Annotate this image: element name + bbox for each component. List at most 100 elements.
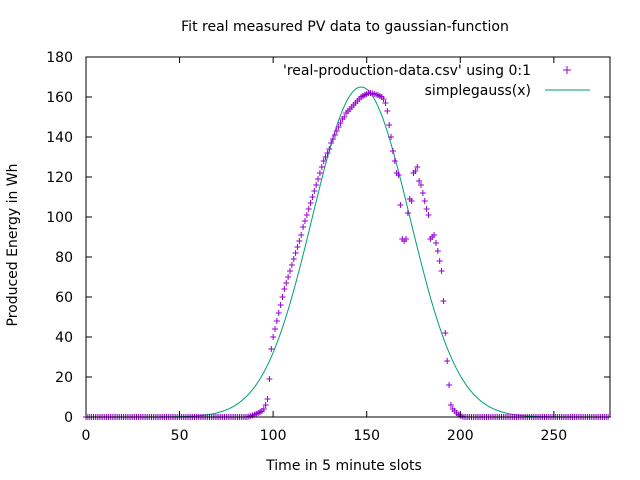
plot-frame [85, 56, 611, 418]
data-point [431, 232, 438, 238]
data-point [414, 164, 421, 170]
data-point [303, 212, 310, 218]
y-tick-label: 120 [46, 170, 73, 186]
data-point [264, 396, 271, 402]
data-point [438, 268, 445, 274]
data-point [434, 248, 441, 254]
data-point [313, 182, 320, 188]
data-point [446, 382, 453, 388]
data-point [335, 124, 342, 130]
data-point [262, 402, 269, 408]
data-point [417, 182, 424, 188]
x-tick-label: 200 [447, 428, 474, 444]
data-point [288, 262, 295, 268]
data-point [408, 198, 415, 204]
data-point [283, 280, 290, 286]
data-point [444, 358, 451, 364]
data-point [294, 244, 301, 250]
y-axis: 0 20 40 60 80 100 120 140 160 180 [46, 50, 610, 426]
data-point [268, 346, 275, 352]
data-point [440, 298, 447, 304]
data-point [416, 178, 423, 184]
data-point [290, 256, 297, 262]
data-point [419, 190, 426, 196]
data-point [425, 212, 432, 218]
x-tick-label: 50 [171, 428, 189, 444]
data-point [447, 402, 454, 408]
data-point [315, 176, 322, 182]
data-point [436, 258, 443, 264]
data-point [281, 286, 288, 292]
y-tick-label: 0 [64, 410, 73, 426]
data-point [279, 294, 286, 300]
y-tick-label: 160 [46, 90, 73, 106]
data-point [266, 376, 273, 382]
data-point [285, 274, 292, 280]
data-point [386, 122, 393, 128]
y-tick-label: 60 [55, 290, 73, 306]
data-point [305, 206, 312, 212]
chart-title: Fit real measured PV data to gaussian-fu… [181, 19, 509, 35]
data-point [341, 114, 348, 120]
data-point [300, 224, 307, 230]
legend: 'real-production-data.csv' using 0:1 sim… [283, 63, 590, 99]
data-point [273, 318, 280, 324]
data-point [298, 232, 305, 238]
data-point [277, 302, 284, 308]
data-point [423, 206, 430, 212]
data-point [384, 108, 391, 114]
data-point [382, 100, 389, 106]
data-point [272, 326, 279, 332]
data-point [307, 200, 314, 206]
data-point [421, 198, 428, 204]
x-tick-label: 0 [82, 428, 91, 444]
y-tick-label: 40 [55, 330, 73, 346]
x-tick-label: 100 [260, 428, 287, 444]
y-tick-label: 100 [46, 210, 73, 226]
data-point [333, 128, 340, 134]
x-axis: 0 50 100 150 200 250 [82, 57, 567, 444]
data-point [412, 168, 419, 174]
y-axis-label: Produced Energy in Wh [5, 163, 21, 326]
y-tick-label: 20 [55, 370, 73, 386]
x-tick-label: 150 [353, 428, 380, 444]
data-point [404, 210, 411, 216]
plot-area [83, 86, 612, 420]
data-point [318, 164, 325, 170]
y-tick-label: 140 [46, 130, 73, 146]
data-point [296, 238, 303, 244]
data-point [275, 310, 282, 316]
data-point [316, 170, 323, 176]
data-point [442, 330, 449, 336]
data-point [309, 194, 316, 200]
data-point [326, 146, 333, 152]
data-point [311, 188, 318, 194]
data-point [328, 140, 335, 146]
data-point [270, 334, 277, 340]
data-point [380, 96, 387, 102]
y-tick-label: 180 [46, 50, 73, 66]
data-point [286, 268, 293, 274]
data-point [330, 136, 337, 142]
data-point [320, 158, 327, 164]
data-point [301, 218, 308, 224]
data-point [389, 148, 396, 154]
data-point [322, 154, 329, 160]
legend-marker-measured [563, 66, 571, 74]
data-point [337, 120, 344, 126]
data-point [324, 150, 331, 156]
legend-label-gauss: simplegauss(x) [425, 83, 531, 99]
data-point [331, 132, 338, 138]
x-tick-label: 250 [540, 428, 567, 444]
gauss-fit-line [86, 86, 610, 418]
legend-label-measured: 'real-production-data.csv' using 0:1 [283, 63, 531, 79]
data-point [395, 172, 402, 178]
data-point [260, 406, 267, 412]
data-point [292, 250, 299, 256]
data-point [391, 158, 398, 164]
data-point [403, 236, 410, 242]
data-point [397, 202, 404, 208]
x-axis-label: Time in 5 minute slots [265, 458, 422, 474]
data-point [388, 134, 395, 140]
